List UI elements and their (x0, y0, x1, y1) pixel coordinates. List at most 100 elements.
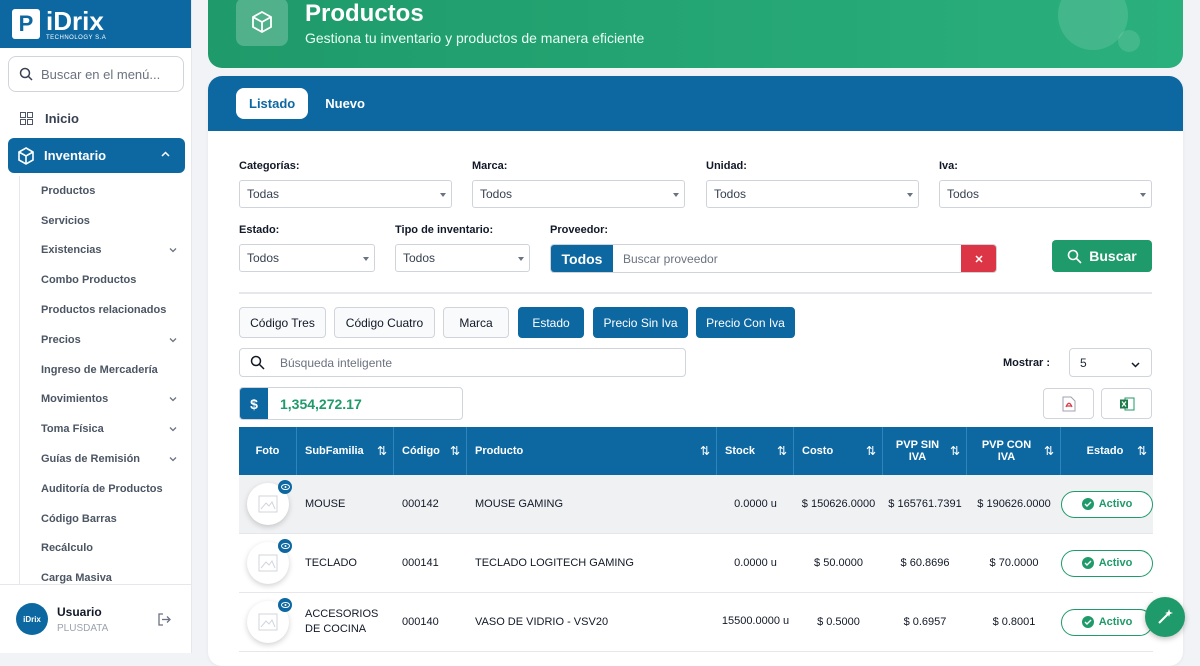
col-costo[interactable]: Costo ⇅ (794, 427, 883, 475)
table-row[interactable]: MOUSE 000142 MOUSE GAMING 0.0000 u $ 150… (239, 475, 1153, 534)
estado-select[interactable]: Todos (239, 244, 375, 272)
sidebar: P iDrix TECHNOLOGY S.A Buscar en el menú… (0, 0, 192, 653)
proveedor-input[interactable]: Buscar proveedor (623, 251, 718, 266)
excel-icon (1119, 397, 1134, 410)
sidebar-subitem[interactable]: Productos (20, 176, 184, 206)
cell-producto: TECLADO LOGITECH GAMING (475, 557, 634, 569)
col-stock[interactable]: Stock ⇅ (717, 427, 794, 475)
cell-pvp-sin-iva: $ 60.8696 (900, 557, 950, 569)
sidebar-subitem[interactable]: Carga Masiva (20, 563, 184, 593)
sidebar-subitem[interactable]: Existencias (20, 236, 184, 266)
page-subtitle: Gestiona tu inventario y productos de ma… (305, 30, 645, 46)
export-excel-button[interactable] (1101, 388, 1152, 419)
unidad-select[interactable]: Todos (706, 180, 919, 208)
status-badge[interactable]: Activo (1061, 608, 1153, 636)
menu-search-input[interactable]: Buscar en el menú... (8, 56, 184, 92)
product-photo[interactable] (247, 598, 292, 643)
cell-foto (239, 593, 297, 651)
subitem-label: Toma Física (41, 423, 104, 436)
eye-icon[interactable] (278, 598, 292, 612)
toggle-precio-sin-iva-button[interactable]: Precio Sin Iva (593, 307, 688, 338)
sidebar-subitem[interactable]: Servicios (20, 206, 184, 236)
toggle-codigo-cuatro-button[interactable]: Código Cuatro (334, 307, 435, 338)
toggle-codigo-tres-button[interactable]: Código Tres (239, 307, 326, 338)
filter-label-iva: Iva: (939, 160, 958, 172)
cell-codigo: 000142 (402, 498, 439, 510)
logout-icon[interactable] (157, 612, 172, 627)
dropdown-arrow-icon (363, 257, 369, 261)
dropdown-arrow-icon (1140, 193, 1146, 197)
eye-icon[interactable] (278, 480, 292, 494)
tipo-inventario-select[interactable]: Todos (395, 244, 530, 272)
subitem-label: Precios (41, 333, 81, 346)
col-producto[interactable]: Producto ⇅ (467, 427, 717, 475)
col-pvp-sin-iva[interactable]: PVP SIN IVA ⇅ (883, 427, 967, 475)
cell-codigo: 000140 (402, 616, 439, 628)
col-pvp-con-iva[interactable]: PVP CON IVA ⇅ (967, 427, 1061, 475)
sidebar-subitem[interactable]: Productos relacionados (20, 295, 184, 325)
select-value: Todas (247, 187, 280, 201)
toggle-precio-con-iva-button[interactable]: Precio Con Iva (696, 307, 795, 338)
filter-label-categorias: Categorías: (239, 160, 300, 172)
sidebar-subitem[interactable]: Combo Productos (20, 265, 184, 295)
status-label: Activo (1098, 557, 1133, 569)
sidebar-subitem[interactable]: Ingreso de Mercadería (20, 355, 184, 385)
product-photo[interactable] (247, 480, 292, 525)
search-button[interactable]: Buscar (1052, 240, 1152, 272)
eye-icon[interactable] (278, 539, 292, 553)
sidebar-subitem[interactable]: Guías de Remisión (20, 444, 184, 474)
table-row[interactable]: ACCESORIOS DE COCINA 000140 VASO DE VIDR… (239, 593, 1153, 652)
image-placeholder-icon (258, 495, 278, 513)
col-estado[interactable]: Estado ⇅ (1061, 427, 1153, 475)
status-badge[interactable]: Activo (1061, 490, 1153, 518)
cell-costo: $ 150626.0000 (801, 498, 876, 510)
page-size-value: 5 (1080, 355, 1087, 370)
col-label: Estado (1086, 445, 1124, 457)
sort-icon: ⇅ (865, 444, 876, 458)
brand-logo[interactable]: P iDrix TECHNOLOGY S.A (0, 0, 191, 48)
subitem-label: Combo Productos (41, 274, 137, 287)
sidebar-subitem[interactable]: Movimientos (20, 385, 184, 415)
export-pdf-button[interactable] (1043, 388, 1094, 419)
sidebar-item-label: Inicio (45, 110, 79, 126)
iva-select[interactable]: Todos (939, 180, 1152, 208)
toggle-estado-button[interactable]: Estado (518, 307, 584, 338)
smart-search-input[interactable]: Búsqueda inteligente (239, 348, 686, 377)
sidebar-subitem[interactable]: Auditoría de Productos (20, 474, 184, 504)
sidebar-subitem[interactable]: Código Barras (20, 504, 184, 534)
col-subfamilia[interactable]: SubFamilia ⇅ (297, 427, 394, 475)
box-icon (18, 146, 34, 165)
tab-listado[interactable]: Listado (236, 88, 309, 119)
status-label: Activo (1098, 498, 1133, 510)
toggle-marca-button[interactable]: Marca (443, 307, 509, 338)
status-badge[interactable]: Activo (1061, 549, 1153, 577)
sidebar-item-inicio[interactable]: Inicio (8, 104, 184, 132)
sidebar-item-inventario[interactable]: Inventario (8, 138, 185, 173)
image-placeholder-icon (258, 613, 278, 631)
table-row[interactable]: TECLADO 000141 TECLADO LOGITECH GAMING 0… (239, 534, 1153, 593)
marca-select[interactable]: Todos (472, 180, 685, 208)
user-org: PLUSDATA (57, 622, 109, 634)
col-label: PVP SIN IVA (895, 439, 940, 463)
product-photo[interactable] (247, 539, 292, 584)
categorias-select[interactable]: Todas (239, 180, 452, 208)
select-value: Todos (947, 187, 980, 201)
sidebar-subitem[interactable]: Precios (20, 325, 184, 355)
cell-subfamilia: ACCESORIOS DE COCINA (305, 607, 379, 635)
sort-icon: ⇅ (776, 444, 787, 458)
col-codigo[interactable]: Código ⇅ (394, 427, 467, 475)
dropdown-arrow-icon (518, 257, 524, 261)
col-label: PVP CON IVA (981, 439, 1032, 463)
chevron-down-icon (169, 457, 177, 462)
page-size-select[interactable]: 5 (1069, 348, 1152, 377)
sidebar-subitem[interactable]: Toma Física (20, 414, 184, 444)
search-icon (1067, 249, 1082, 264)
cell-producto: MOUSE GAMING (475, 498, 564, 510)
quick-action-button[interactable] (1145, 597, 1185, 637)
tab-nuevo[interactable]: Nuevo (325, 96, 365, 111)
clear-proveedor-button[interactable] (961, 245, 996, 272)
cell-costo: $ 0.5000 (817, 616, 860, 628)
sidebar-subitem[interactable]: Recálculo (20, 534, 184, 564)
col-label: SubFamilia (305, 445, 364, 457)
cell-estado: Activo (1061, 475, 1153, 533)
